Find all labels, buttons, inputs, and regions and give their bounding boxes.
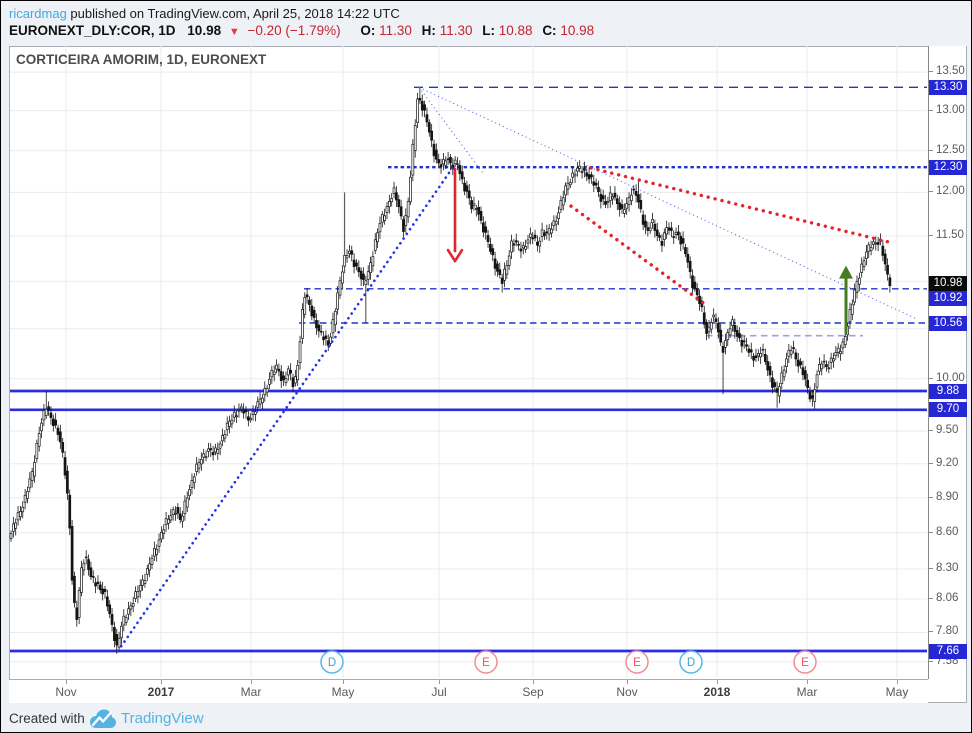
time-tick-label: May	[331, 685, 355, 699]
time-tick-label: Mar	[240, 685, 262, 699]
time-tick-mark	[533, 680, 534, 684]
open-label: O:	[360, 23, 376, 38]
tradingview-brand-link[interactable]: TradingView	[121, 710, 204, 727]
time-tick-label: 2018	[703, 685, 731, 699]
last-price: 10.98	[187, 23, 222, 38]
price-badge-10.56: 10.56	[929, 315, 967, 331]
time-tick-mark	[66, 680, 67, 684]
gridlines	[10, 46, 927, 678]
svg-text:D: D	[687, 657, 695, 669]
price-levels	[10, 86, 927, 653]
time-tick-label: Sep	[522, 685, 544, 699]
price-badge-13.30: 13.30	[929, 79, 967, 95]
price-tick-label: 11.50	[929, 229, 967, 241]
tradingview-logo-icon[interactable]	[89, 709, 116, 729]
price-badge-9.88: 9.88	[929, 383, 967, 399]
price-tick-label: 9.20	[929, 457, 967, 469]
time-tick-label: Mar	[796, 685, 818, 699]
price-tick-label: 7.80	[929, 625, 967, 637]
price-tick-label: 8.30	[929, 562, 967, 574]
price-badge-10.98: 10.98	[929, 275, 967, 291]
time-tick-label: Jul	[431, 685, 447, 699]
svg-text:E: E	[801, 657, 809, 669]
price-badge-10.92: 10.92	[929, 291, 967, 307]
time-tick-label: May	[885, 685, 909, 699]
publish-text: published on TradingView.com, April 25, …	[66, 6, 400, 21]
dividend-marker[interactable]: D	[679, 650, 703, 674]
chart-legend-title[interactable]: CORTICEIRA AMORIM, 1D, EURONEXT	[16, 52, 267, 67]
time-tick-mark	[161, 680, 162, 684]
trendlines[interactable]	[116, 86, 918, 653]
price-badge-7.66: 7.66	[929, 643, 967, 659]
svg-text:E: E	[633, 657, 641, 669]
down-arrow-annotation[interactable]	[446, 168, 464, 263]
close-value: 10.98	[560, 23, 595, 38]
price-badge-9.70: 9.70	[929, 402, 967, 418]
earnings-marker[interactable]: E	[793, 650, 817, 674]
price-tick-label: 13.00	[929, 104, 967, 116]
high-label: H:	[421, 23, 436, 38]
trendline-red-support	[569, 204, 709, 308]
symbol-status-row: EURONEXT_DLY:COR, 1D 10.98 ▼ −0.20 (−1.7…	[9, 23, 594, 38]
down-triangle-icon: ▼	[228, 26, 240, 38]
price-tick-label: 13.50	[929, 65, 967, 77]
footer: Created with TradingView	[1, 703, 971, 732]
price-change: −0.20 (−1.79%)	[247, 23, 341, 38]
price-tick-label: 9.50	[929, 424, 967, 436]
trendline-red-resistance	[589, 166, 891, 244]
price-tick-label: 12.50	[929, 144, 967, 156]
time-tick-label: Nov	[616, 685, 638, 699]
low-value: 10.88	[498, 23, 533, 38]
earnings-marker[interactable]: E	[625, 650, 649, 674]
close-label: C:	[542, 23, 557, 38]
price-axis[interactable]: 13.50 13.00 12.50 12.00 11.50 10.00 9.50 9.20 8.…	[928, 46, 967, 679]
price-tick-label: 8.60	[929, 526, 967, 538]
time-tick-mark	[439, 680, 440, 684]
author-link[interactable]: ricardmag	[9, 6, 67, 21]
candlestick-series	[9, 87, 892, 654]
price-tick-label: 12.00	[929, 185, 967, 197]
price-badge-12.30: 12.30	[929, 159, 967, 175]
price-tick-label: 10.00	[929, 372, 967, 384]
time-tick-mark	[343, 680, 344, 684]
price-tick-label: 8.06	[929, 592, 967, 604]
time-tick-label: 2017	[147, 685, 175, 699]
svg-text:D: D	[328, 657, 336, 669]
symbol-name[interactable]: EURONEXT_DLY:COR, 1D	[9, 23, 176, 38]
time-tick-mark	[717, 680, 718, 684]
time-tick-mark	[807, 680, 808, 684]
trendline-uptrend-support	[116, 165, 455, 653]
time-tick-mark	[627, 680, 628, 684]
created-with-label: Created with	[9, 711, 85, 726]
trendline-downtrend-long	[418, 86, 918, 320]
up-arrow-annotation[interactable]	[839, 265, 853, 334]
time-tick-mark	[251, 680, 252, 684]
svg-text:E: E	[482, 657, 490, 669]
time-axis[interactable]: Nov 2017 Mar May Jul Sep Nov 2018 Mar May	[9, 679, 928, 703]
high-value: 11.30	[439, 23, 473, 38]
publish-info: ricardmag published on TradingView.com, …	[9, 6, 400, 21]
earnings-marker[interactable]: E	[474, 650, 498, 674]
price-tick-label: 8.90	[929, 491, 967, 503]
open-value: 11.30	[379, 23, 412, 38]
time-tick-label: Nov	[55, 685, 77, 699]
time-tick-mark	[897, 680, 898, 684]
dividend-marker[interactable]: D	[320, 650, 344, 674]
low-label: L:	[482, 23, 495, 38]
